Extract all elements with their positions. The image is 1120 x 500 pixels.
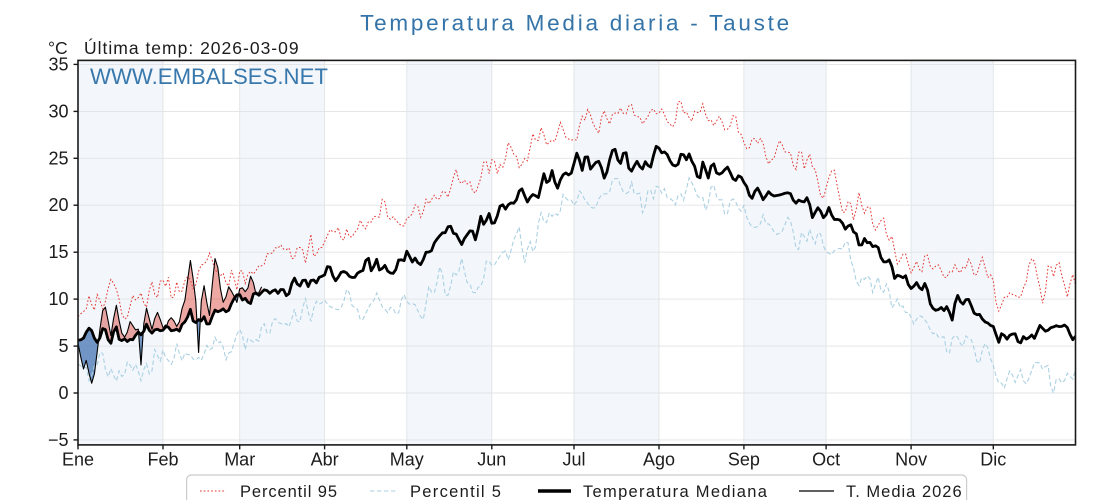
svg-text:5: 5	[58, 336, 68, 356]
svg-text:WWW.EMBALSES.NET: WWW.EMBALSES.NET	[90, 64, 328, 89]
svg-text:35: 35	[48, 54, 68, 74]
svg-text:25: 25	[48, 148, 68, 168]
svg-text:20: 20	[48, 195, 68, 215]
svg-text:30: 30	[48, 101, 68, 121]
svg-text:Oct: Oct	[812, 450, 840, 470]
svg-text:Mar: Mar	[224, 450, 255, 470]
svg-text:Feb: Feb	[147, 450, 178, 470]
svg-text:Abr: Abr	[311, 450, 339, 470]
svg-text:15: 15	[48, 242, 68, 262]
svg-text:Dic: Dic	[980, 450, 1006, 470]
svg-text:Nov: Nov	[895, 450, 927, 470]
svg-text:May: May	[390, 450, 424, 470]
svg-text:T. Media 2026: T. Media 2026	[846, 483, 963, 500]
svg-text:10: 10	[48, 289, 68, 309]
svg-text:Percentil 5: Percentil 5	[410, 483, 502, 500]
svg-text:Ago: Ago	[643, 450, 675, 470]
svg-text:Jun: Jun	[477, 450, 506, 470]
svg-text:Temperatura Mediana: Temperatura Mediana	[583, 483, 768, 500]
svg-text:Sep: Sep	[728, 450, 760, 470]
svg-text:°C: °C	[48, 38, 68, 58]
svg-text:0: 0	[58, 383, 68, 403]
svg-text:Percentil 95: Percentil 95	[240, 483, 338, 500]
svg-text:Última temp: 2026-03-09: Última temp: 2026-03-09	[84, 37, 300, 58]
svg-text:Ene: Ene	[62, 450, 94, 470]
svg-text:Jul: Jul	[562, 450, 585, 470]
svg-text:Temperatura Media diaria - Tau: Temperatura Media diaria - Tauste	[360, 11, 792, 36]
svg-text:−5: −5	[48, 430, 69, 450]
